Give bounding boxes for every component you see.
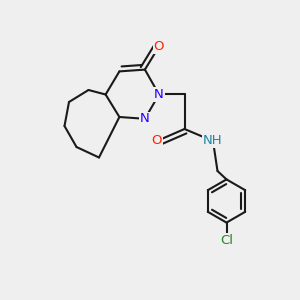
Text: N: N xyxy=(154,88,164,101)
Text: O: O xyxy=(152,134,162,148)
Text: O: O xyxy=(154,40,164,53)
Text: Cl: Cl xyxy=(220,234,233,247)
Text: N: N xyxy=(140,112,150,125)
Text: NH: NH xyxy=(203,134,223,148)
